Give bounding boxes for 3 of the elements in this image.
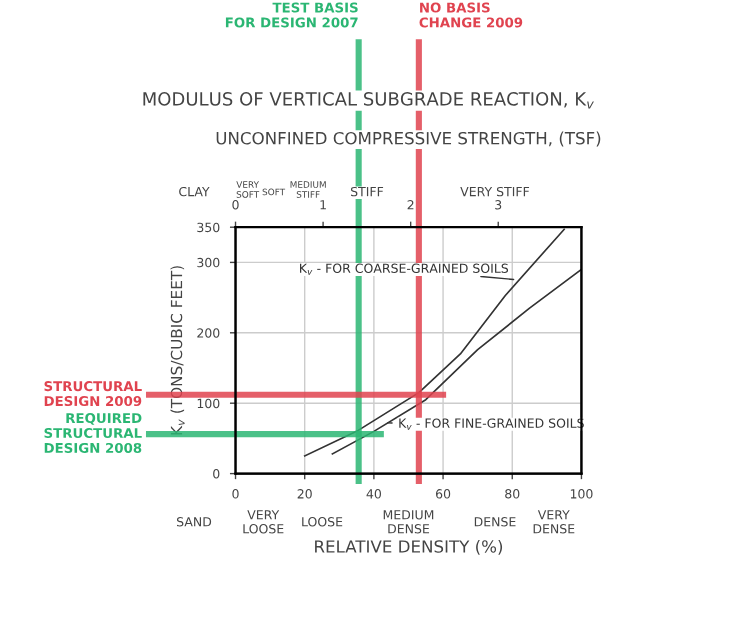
x2-axis-title: UNCONFINED COMPRESSIVE STRENGTH, (TSF) — [216, 131, 601, 147]
x-axis-title: RELATIVE DENSITY (%) — [315, 539, 503, 555]
chart-title: MODULUS OF VERTICAL SUBGRADE REACTION, K$_{v}$ — [143, 92, 594, 109]
